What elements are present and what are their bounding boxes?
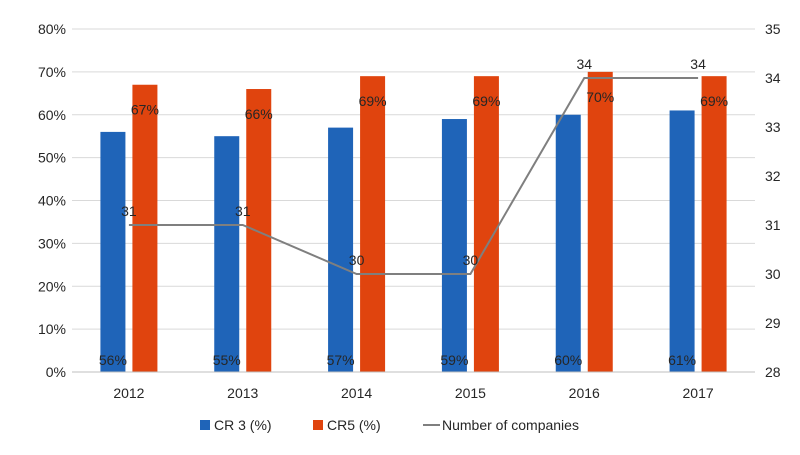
y-right-tick-label: 33 <box>765 119 781 135</box>
bar-cr3 <box>441 119 467 372</box>
bar-cr3 <box>100 131 126 372</box>
data-label-cr5: 66% <box>245 106 273 122</box>
data-label-companies: 30 <box>463 252 479 268</box>
data-label-cr5: 67% <box>131 102 159 118</box>
y-left-tick-label: 0% <box>46 364 66 380</box>
y-right-tick-label: 30 <box>765 266 781 282</box>
data-label-companies: 31 <box>235 203 251 219</box>
data-label-cr3: 56% <box>99 352 127 368</box>
line-series <box>128 77 699 275</box>
legend-label-companies: Number of companies <box>442 417 579 433</box>
data-label-companies: 34 <box>576 56 592 72</box>
y-left-tick-label: 70% <box>38 64 66 80</box>
bar-cr5 <box>246 89 272 373</box>
y-right-tick-label: 35 <box>765 21 781 37</box>
data-label-cr3: 61% <box>668 352 696 368</box>
data-label-companies: 31 <box>121 203 137 219</box>
data-labels: 56% 67% 55% 66% 57% 69% 59% 69% 60% 70% 61% 69% 31 31… <box>99 56 728 368</box>
bar-cr5 <box>701 76 727 372</box>
line-number-of-companies <box>128 77 699 275</box>
x-tick-label: 2016 <box>569 385 600 401</box>
legend: CR 3 (%) CR5 (%) Number of companies <box>200 417 579 433</box>
y-right-tick-label: 31 <box>765 217 781 233</box>
y-right-tick-label: 34 <box>765 70 781 86</box>
data-label-cr5: 70% <box>586 89 614 105</box>
y-right-tick-label: 32 <box>765 168 781 184</box>
y-left-tick-label: 10% <box>38 321 66 337</box>
gridlines <box>72 28 755 330</box>
y-left-tick-label: 80% <box>38 21 66 37</box>
x-tick-label: 2014 <box>341 385 372 401</box>
y-left-tick-label: 50% <box>38 150 66 166</box>
data-label-cr3: 59% <box>440 352 468 368</box>
data-label-cr5: 69% <box>700 93 728 109</box>
bar-cr3 <box>214 136 240 372</box>
data-label-cr5: 69% <box>359 93 387 109</box>
y-left-tick-label: 40% <box>38 193 66 209</box>
y-left-tick-label: 30% <box>38 235 66 251</box>
data-label-companies: 34 <box>690 56 706 72</box>
data-label-companies: 30 <box>349 252 365 268</box>
bar-cr5 <box>132 84 158 373</box>
bar-cr5 <box>587 71 613 372</box>
x-tick-label: 2015 <box>455 385 486 401</box>
legend-label-cr3: CR 3 (%) <box>214 417 272 433</box>
axes: 0% 10% 20% 30% 40% 50% 60% 70% 80% 28 29 30 31 32 33 34… <box>38 21 781 401</box>
y-left-tick-label: 60% <box>38 107 66 123</box>
bar-cr3 <box>669 110 695 373</box>
legend-swatch-cr3 <box>200 420 210 430</box>
data-label-cr3: 55% <box>213 352 241 368</box>
y-right-tick-label: 28 <box>765 364 781 380</box>
bars <box>100 71 727 373</box>
data-label-cr3: 57% <box>327 352 355 368</box>
x-tick-label: 2017 <box>683 385 714 401</box>
x-tick-label: 2013 <box>227 385 258 401</box>
bar-cr3 <box>328 127 354 372</box>
y-right-tick-label: 29 <box>765 315 781 331</box>
bar-cr5 <box>360 76 386 372</box>
bar-cr5 <box>473 76 499 372</box>
legend-label-cr5: CR5 (%) <box>327 417 381 433</box>
x-tick-label: 2012 <box>113 385 144 401</box>
data-label-cr3: 60% <box>554 352 582 368</box>
bar-cr3 <box>555 114 581 372</box>
legend-swatch-cr5 <box>313 420 323 430</box>
y-left-tick-label: 20% <box>38 278 66 294</box>
data-label-cr5: 69% <box>472 93 500 109</box>
